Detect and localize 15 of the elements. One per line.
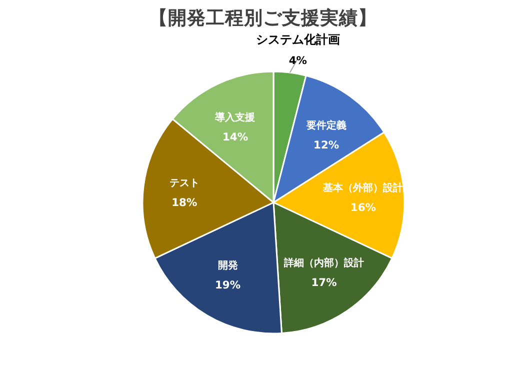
data-label: 18% [172, 196, 198, 209]
data-label: 16% [350, 201, 376, 214]
data-label: 14% [222, 130, 248, 144]
slice-label: テスト [169, 178, 200, 189]
data-label: 17% [311, 276, 338, 289]
data-label: 19% [215, 278, 241, 292]
slice-label: システム化計画 [256, 32, 340, 47]
slice-label: 開発 [218, 260, 239, 272]
slice-label: 導入支援 [214, 112, 256, 124]
data-label: 12% [314, 138, 340, 152]
data-label: 4% [288, 54, 308, 68]
slice-label: 基本（外部）設計 [322, 182, 404, 194]
chart-title: 【開発工程別ご支援実績】 [149, 7, 377, 29]
slice-label: 要件定義 [305, 120, 346, 132]
slice-label: 詳細（内部）設計 [283, 256, 364, 269]
